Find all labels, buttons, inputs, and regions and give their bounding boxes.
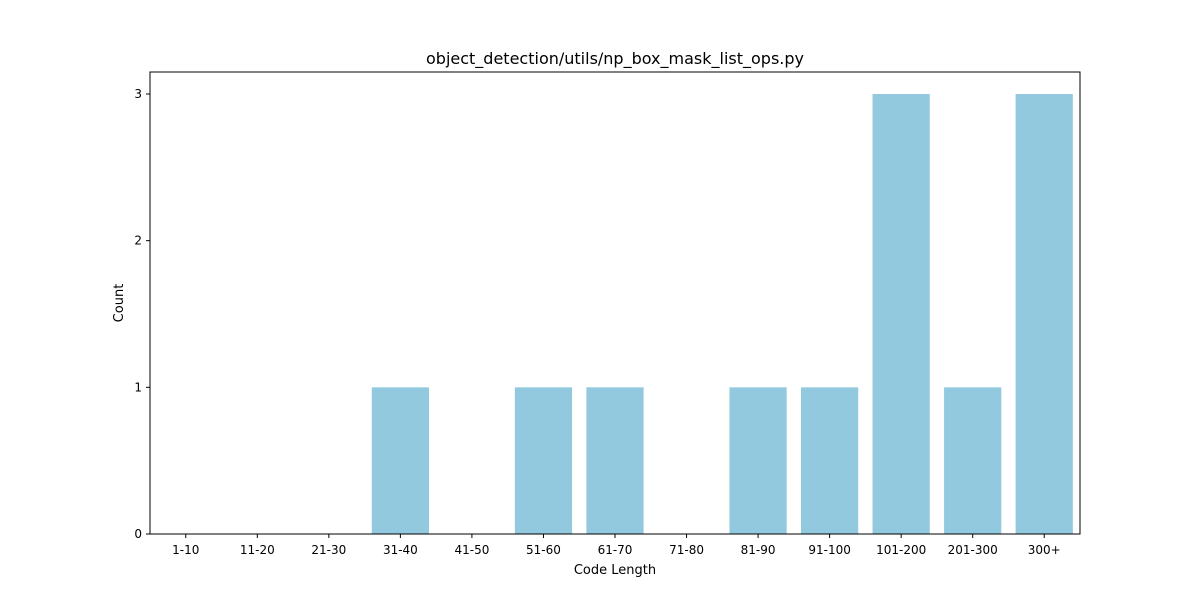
x-tick-label: 21-30 bbox=[311, 543, 346, 557]
bar-101-200 bbox=[872, 94, 930, 534]
x-tick-label: 81-90 bbox=[741, 543, 776, 557]
bar-51-60 bbox=[514, 387, 573, 534]
x-tick-label: 51-60 bbox=[526, 543, 561, 557]
y-axis-label: Count bbox=[112, 284, 127, 323]
y-tick-label: 1 bbox=[134, 380, 142, 394]
bars-group bbox=[371, 94, 1073, 534]
bar-31-40 bbox=[371, 387, 429, 534]
y-tick-label: 2 bbox=[134, 234, 142, 248]
bar-91-100 bbox=[801, 387, 859, 534]
x-tick-label: 31-40 bbox=[383, 543, 418, 557]
x-tick-label: 300+ bbox=[1028, 543, 1061, 557]
x-tick-label: 61-70 bbox=[598, 543, 633, 557]
bar-300+ bbox=[1015, 94, 1073, 534]
x-tick-label: 71-80 bbox=[669, 543, 704, 557]
y-axis: 0 1 2 3 bbox=[134, 87, 150, 541]
x-tick-label: 41-50 bbox=[454, 543, 489, 557]
chart-title: object_detection/utils/np_box_mask_list_… bbox=[426, 49, 804, 69]
x-tick-label: 101-200 bbox=[876, 543, 926, 557]
plot-frame bbox=[149, 71, 1081, 535]
y-tick-label: 3 bbox=[134, 87, 142, 101]
x-tick-label: 91-100 bbox=[808, 543, 851, 557]
bar-201-300 bbox=[944, 387, 1002, 534]
x-tick-label: 1-10 bbox=[172, 543, 199, 557]
bar-61-70 bbox=[586, 387, 644, 534]
bar-81-90 bbox=[729, 387, 787, 534]
y-tick-label: 0 bbox=[134, 527, 142, 541]
x-tick-label: 11-20 bbox=[240, 543, 275, 557]
x-axis-label: Code Length bbox=[574, 563, 656, 578]
x-tick-label: 201-300 bbox=[948, 543, 998, 557]
x-axis: 1-10 11-20 21-30 31-40 41-50 51-60 61-70 71-80 8… bbox=[172, 534, 1061, 557]
